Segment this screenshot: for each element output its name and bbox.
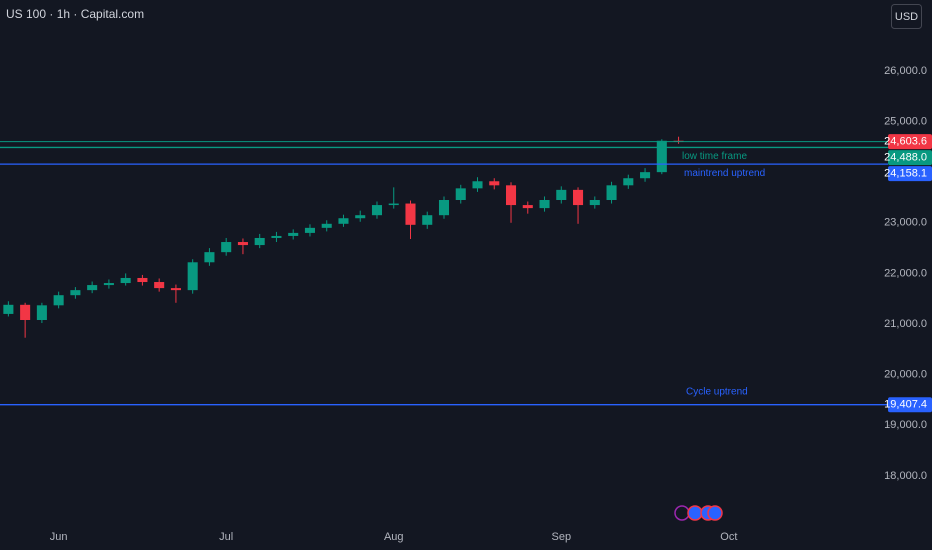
event-icon[interactable] — [674, 505, 690, 521]
candle-body — [388, 203, 399, 206]
candle-body — [438, 200, 450, 216]
candle-body — [288, 232, 299, 236]
price-label: 24,158.1 — [884, 167, 927, 179]
y-tick-label: 18,000.0 — [884, 470, 927, 482]
candle-body — [606, 185, 617, 200]
price-label: 24,603.6 — [884, 135, 927, 147]
price-label-box — [888, 166, 932, 182]
candle-body — [187, 262, 198, 291]
candle-body — [170, 288, 181, 291]
candle-body — [338, 218, 349, 224]
y-tick-label: 21,000.0 — [884, 318, 927, 330]
candle-body — [640, 172, 651, 179]
x-tick-label: Oct — [720, 531, 737, 543]
candle-body — [573, 189, 584, 206]
candle-body — [489, 181, 500, 186]
y-tick-label: 26,000.0 — [884, 65, 927, 77]
candle-body — [254, 237, 265, 246]
y-tick-label: 19,000.0 — [884, 419, 927, 431]
price-label-box — [888, 134, 932, 150]
candle-body — [154, 282, 165, 289]
candle-body — [103, 283, 114, 286]
candle-body — [70, 290, 81, 296]
candle-body — [304, 227, 315, 233]
candle-body — [87, 285, 98, 291]
x-tick-label: Jul — [219, 531, 233, 543]
candle-body — [237, 242, 248, 246]
x-tick-label: Aug — [384, 531, 404, 543]
candle-body — [405, 203, 416, 225]
chart-title: US 100 · 1h · Capital.com — [6, 7, 144, 21]
candle-body — [137, 277, 148, 283]
candle-body — [120, 277, 131, 284]
candle-body — [36, 305, 47, 320]
event-icon[interactable] — [707, 505, 723, 521]
price-label: 19,407.4 — [884, 399, 927, 411]
candle-body — [623, 178, 634, 186]
candle-body — [455, 188, 466, 200]
price-label-box — [888, 150, 932, 166]
price-label: 24,488.0 — [884, 151, 927, 163]
candle-body — [472, 181, 483, 189]
candle-body — [556, 189, 567, 200]
candle-body — [355, 215, 366, 219]
candle-body — [321, 223, 332, 228]
currency-button[interactable] — [891, 4, 922, 29]
candle-body — [539, 200, 550, 209]
event-icon[interactable] — [687, 505, 703, 521]
level-text: Cycle uptrend — [686, 386, 748, 397]
currency[interactable]: USD — [895, 11, 918, 23]
y-tick-label: 20,000.0 — [884, 369, 927, 381]
candle-body — [505, 185, 517, 206]
x-tick-label: Sep — [551, 531, 571, 543]
candle-body — [656, 140, 667, 173]
candle-body — [221, 242, 232, 253]
event-icons[interactable] — [674, 505, 723, 521]
y-tick-label: 22,000.0 — [884, 267, 927, 279]
candle-body — [271, 235, 282, 238]
candle-body — [3, 304, 14, 314]
level-text: low time frame — [682, 151, 747, 162]
candle-body — [53, 295, 64, 306]
candle-body — [522, 205, 533, 209]
candle-body — [20, 304, 31, 320]
candle-body — [422, 215, 433, 225]
y-tick-label: 25,000.0 — [884, 115, 927, 127]
x-tick-label: Jun — [50, 531, 68, 543]
price-label-box — [888, 397, 932, 413]
y-tick-label: 23,000.0 — [884, 217, 927, 229]
candle-body — [589, 200, 600, 206]
candle-body — [204, 252, 215, 263]
candle-body — [371, 205, 383, 216]
level-text: maintrend uptrend — [684, 168, 765, 179]
